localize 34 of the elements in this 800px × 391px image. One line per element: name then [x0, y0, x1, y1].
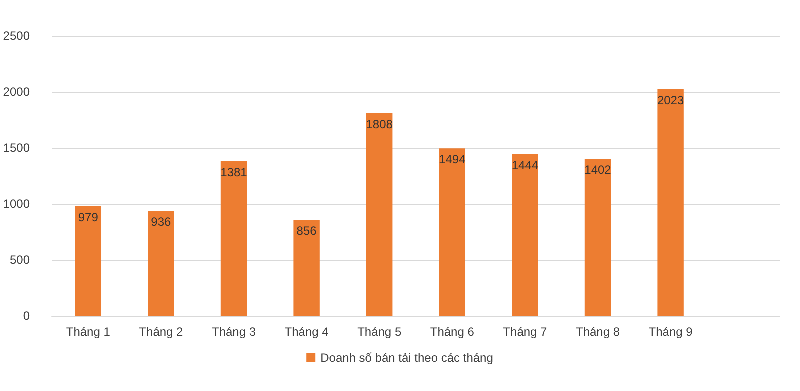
data-label: 1808 [366, 118, 394, 132]
bar [294, 220, 320, 316]
data-label: 1381 [220, 165, 248, 180]
x-tick-label: Tháng 5 [358, 325, 402, 339]
x-tick-label: Tháng 8 [576, 325, 620, 339]
bar [512, 154, 538, 316]
data-label: 936 [151, 215, 172, 230]
data-label: 979 [78, 210, 99, 224]
x-tick-label: Tháng 9 [648, 325, 694, 339]
x-tick-label: Tháng 4 [284, 325, 330, 339]
bar [584, 158, 612, 316]
bar [439, 148, 466, 316]
data-label: 1402 [584, 162, 612, 177]
y-tick-label: 2500 [3, 29, 30, 43]
legend-label: Doanh số bán tải theo các tháng [320, 351, 494, 365]
bar [658, 89, 684, 316]
data-label: 856 [296, 224, 318, 238]
y-tick-label: 2000 [3, 85, 30, 99]
x-tick-label: Tháng 2 [139, 325, 184, 339]
x-tick-label: Tháng 1 [66, 325, 111, 339]
data-label: 1494 [439, 152, 466, 167]
y-tick-label: 1000 [3, 197, 30, 211]
bar [148, 211, 174, 316]
data-label: 1444 [512, 158, 539, 172]
y-tick-label: 0 [23, 309, 30, 323]
y-tick-label: 500 [10, 253, 30, 267]
x-tick-label: Tháng 7 [503, 325, 548, 339]
bar [366, 114, 393, 316]
x-tick-label: Tháng 3 [212, 325, 256, 339]
bar [220, 161, 248, 316]
x-tick-label: Tháng 6 [430, 325, 475, 339]
y-tick-label: 1500 [3, 141, 30, 155]
data-label: 2023 [657, 93, 684, 108]
bar [75, 206, 102, 316]
